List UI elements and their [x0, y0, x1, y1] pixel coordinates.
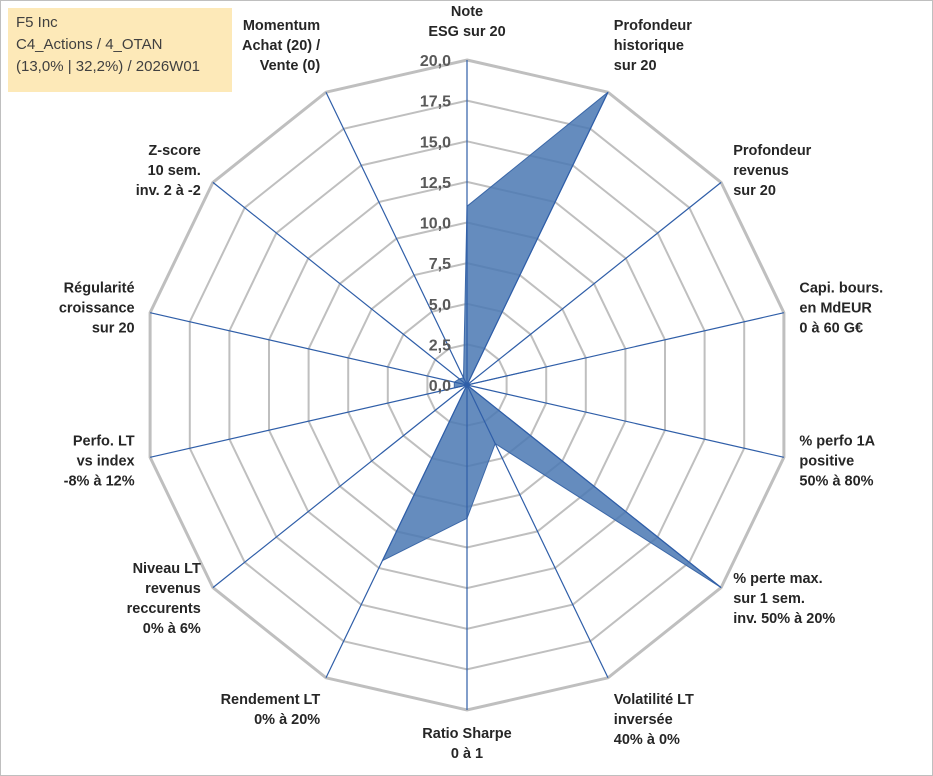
tick-label: 10,0	[420, 216, 451, 233]
axis-spoke	[149, 384, 468, 458]
axis-label: en MdEUR	[799, 301, 872, 317]
axis-label: Perfo. LT	[73, 433, 135, 449]
axis-label: inversée	[614, 712, 673, 728]
axis-label: 0% à 20%	[254, 712, 320, 728]
axis-spoke	[212, 384, 468, 589]
info-period: (13,0% | 32,2%) / 2026W01	[16, 58, 200, 75]
axis-label: Profondeur	[733, 143, 811, 159]
axis-label: -8% à 12%	[64, 473, 135, 489]
axis-label: sur 1 sem.	[733, 591, 805, 607]
axis-label: vs index	[77, 453, 135, 469]
axis-spoke	[325, 91, 468, 386]
tick-label: 20,0	[420, 53, 451, 70]
axis-spoke	[149, 312, 468, 386]
tick-label: 0,0	[429, 378, 451, 395]
axis-spoke	[466, 384, 785, 458]
axis-spoke	[466, 91, 609, 386]
axis-label: sur 20	[92, 321, 135, 337]
axis-spoke	[466, 181, 722, 386]
axis-label: 10 sem.	[148, 163, 201, 179]
axis-label: Niveau LT	[133, 561, 201, 577]
info-category: C4_Actions / 4_OTAN	[16, 36, 163, 53]
axis-spoke	[212, 181, 468, 386]
axis-label: revenus	[733, 163, 789, 179]
tick-label: 15,0	[420, 134, 451, 151]
axis-label: historique	[614, 38, 684, 54]
axis-label: % perte max.	[733, 571, 822, 587]
axis-label: Volatilité LT	[614, 692, 694, 708]
axis-label: Momentum	[243, 18, 320, 34]
axis-label: croissance	[59, 301, 135, 317]
axis-label: 0% à 6%	[143, 621, 201, 637]
axis-label: Régularité	[64, 281, 135, 297]
tick-label: 5,0	[429, 297, 451, 314]
axis-label: Capi. bours.	[799, 281, 883, 297]
axis-label: Note	[451, 4, 483, 20]
axis-spoke	[466, 384, 609, 679]
axis-label: inv. 2 à -2	[136, 183, 201, 199]
axis-spoke	[466, 384, 722, 589]
tick-label: 12,5	[420, 175, 451, 192]
tick-label: 17,5	[420, 94, 451, 111]
axis-label: Vente (0)	[260, 58, 321, 74]
axis-label: sur 20	[614, 58, 657, 74]
axis-label: Z-score	[148, 143, 200, 159]
axis-label: ESG sur 20	[428, 24, 505, 40]
axis-label: sur 20	[733, 183, 776, 199]
tick-label: 7,5	[429, 256, 451, 273]
axis-label: reccurents	[127, 601, 201, 617]
axis-label: 50% à 80%	[799, 473, 873, 489]
axis-label: 0 à 1	[451, 746, 483, 762]
axis-spoke	[325, 384, 468, 679]
axis-label: Achat (20) /	[242, 38, 320, 54]
axis-label: revenus	[145, 581, 201, 597]
axis-label: Profondeur	[614, 18, 692, 34]
axis-spoke	[466, 312, 785, 386]
tick-label: 2,5	[429, 337, 451, 354]
axis-label: Ratio Sharpe	[422, 726, 511, 742]
info-company: F5 Inc	[16, 14, 58, 31]
axis-label: inv. 50% à 20%	[733, 611, 835, 627]
info-box: F5 Inc C4_Actions / 4_OTAN (13,0% | 32,2…	[8, 8, 232, 92]
axis-label: 40% à 0%	[614, 732, 680, 748]
axis-label: % perfo 1A	[799, 433, 875, 449]
axis-label: 0 à 60 G€	[799, 321, 863, 337]
axis-label: positive	[799, 453, 854, 469]
axis-label: Rendement LT	[221, 692, 321, 708]
